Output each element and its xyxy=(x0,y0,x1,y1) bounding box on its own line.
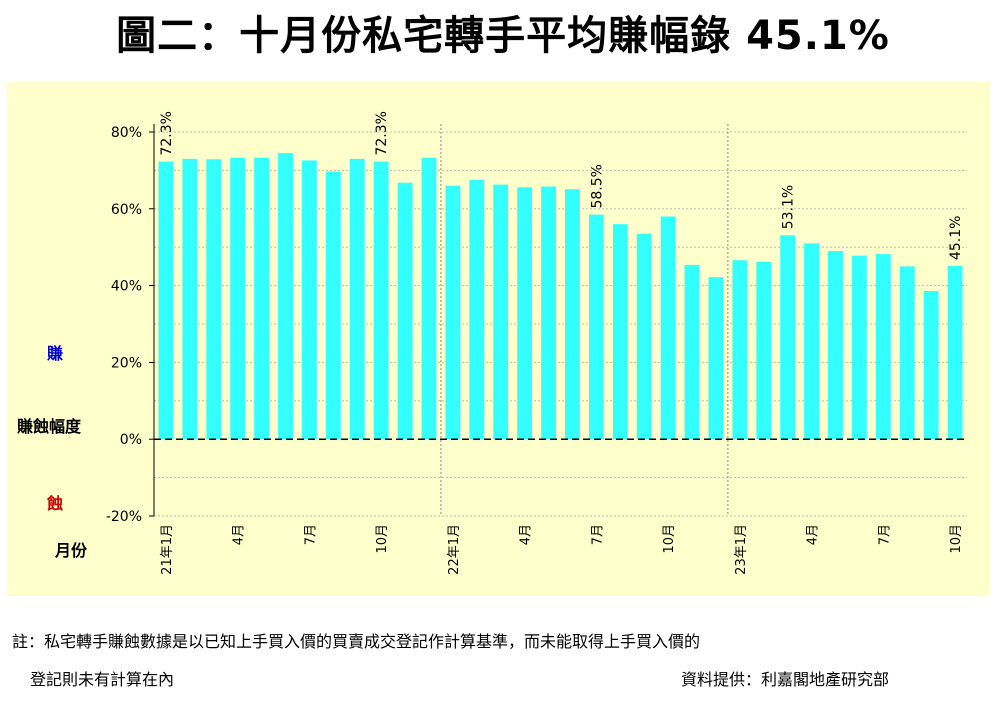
bar xyxy=(732,260,748,440)
bar xyxy=(421,157,437,440)
bar xyxy=(851,255,867,440)
bar xyxy=(612,224,628,440)
x-tick-label: 22年1月 xyxy=(447,524,462,575)
loss-label: 蝕 xyxy=(47,494,64,513)
bar xyxy=(325,171,341,440)
y-tick-label: 60% xyxy=(111,202,142,218)
y-tick-label: 20% xyxy=(111,355,142,371)
bar xyxy=(230,157,246,440)
chart-panel: -20% 0% 20% 40% 60% 80% 21年1月 4月 7月 10月 22年1月 4月 7月 1… xyxy=(7,82,990,596)
bar xyxy=(517,187,533,440)
chart-title: 圖二：十月份私宅轉手平均賺幅錄 45.1% xyxy=(116,13,890,59)
bar xyxy=(828,251,843,440)
data-label: 45.1% xyxy=(948,216,964,260)
bar xyxy=(899,266,915,440)
bar xyxy=(804,243,819,440)
bar xyxy=(660,216,676,440)
bar xyxy=(397,182,413,440)
bar xyxy=(278,153,293,440)
bar xyxy=(636,233,652,440)
bar xyxy=(541,186,556,440)
bar xyxy=(756,261,772,440)
bar xyxy=(349,158,365,440)
x-tick-label: 10月 xyxy=(375,524,390,554)
bar xyxy=(684,264,700,440)
data-label: 72.3% xyxy=(374,111,390,155)
bar xyxy=(565,189,580,440)
bar xyxy=(923,290,939,440)
bar xyxy=(302,160,317,440)
x-tick-label: 7月 xyxy=(303,524,318,545)
footnote-line-1: 註：私宅轉手賺蝕數據是以已知上手買入價的買賣成交登記作計算基準，而未能取得上手買… xyxy=(12,632,701,651)
bar xyxy=(182,158,198,440)
bar xyxy=(947,266,963,440)
bar xyxy=(588,214,604,440)
x-axis-title: 月份 xyxy=(55,541,88,560)
x-tick-label: 4月 xyxy=(519,524,534,545)
y-tick-label: 0% xyxy=(120,432,142,448)
y-tick-label: 40% xyxy=(111,279,142,295)
x-tick-label: 7月 xyxy=(877,524,892,545)
bar xyxy=(469,180,485,440)
footnote-line-2: 登記則未有計算在內 xyxy=(30,670,175,689)
bar xyxy=(445,185,461,440)
y-tick-label: 80% xyxy=(111,125,142,141)
bar xyxy=(493,184,509,440)
x-tick-label: 4月 xyxy=(806,524,821,545)
gain-label: 賺 xyxy=(47,344,64,363)
bar-chart: -20% 0% 20% 40% 60% 80% 21年1月 4月 7月 10月 22年1月 4月 7月 1… xyxy=(106,111,967,575)
bar xyxy=(875,254,891,440)
data-label: 53.1% xyxy=(781,185,797,229)
bar xyxy=(206,159,222,440)
y-tick-label: -20% xyxy=(106,509,142,525)
bar xyxy=(373,161,389,440)
x-tick-label: 10月 xyxy=(949,524,964,554)
data-label: 58.5% xyxy=(589,164,605,208)
source-credit: 資料提供：利嘉閣地產研究部 xyxy=(681,670,890,689)
x-tick-label: 10月 xyxy=(662,524,677,554)
data-label: 72.3% xyxy=(159,111,175,155)
bar xyxy=(254,157,270,440)
x-tick-label: 21年1月 xyxy=(160,524,175,575)
x-tick-label: 7月 xyxy=(590,524,605,545)
y-axis-title: 賺蝕幅度 xyxy=(17,417,82,436)
bar xyxy=(780,235,796,440)
bar xyxy=(708,277,724,440)
x-tick-label: 23年1月 xyxy=(734,524,749,575)
x-tick-label: 4月 xyxy=(232,524,247,545)
bar xyxy=(158,161,174,440)
